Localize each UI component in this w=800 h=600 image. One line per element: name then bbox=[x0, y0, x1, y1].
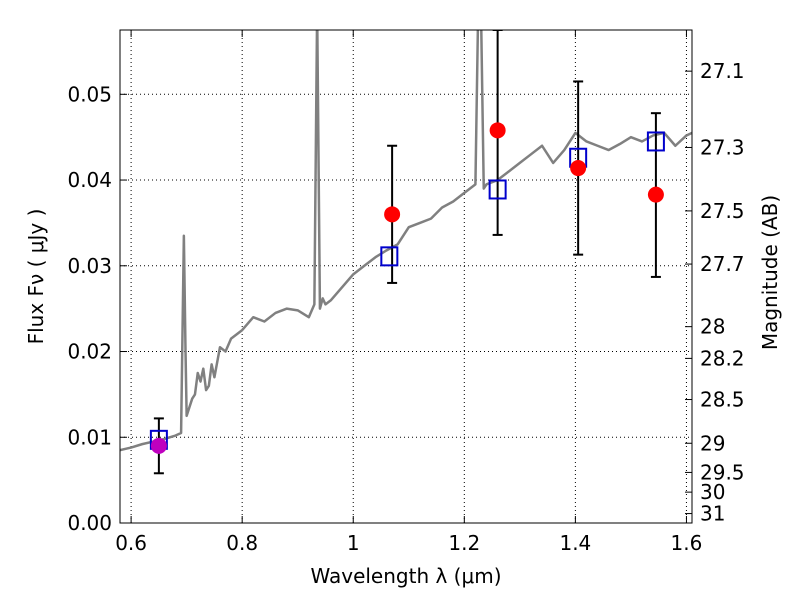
y2-tick-label: 29.5 bbox=[700, 460, 745, 484]
y2-tick-label: 28 bbox=[700, 315, 725, 339]
x-tick-label: 1.2 bbox=[448, 531, 480, 555]
model-photometry-square bbox=[646, 131, 665, 152]
y2-tick-label: 27.7 bbox=[700, 252, 745, 276]
data-point bbox=[150, 437, 167, 454]
y-axis-ticks: 0.00 0.01 0.02 0.03 0.04 0.05 bbox=[67, 82, 127, 535]
x-tick-label: 1.4 bbox=[559, 531, 591, 555]
y-tick-label: 0.02 bbox=[67, 340, 112, 364]
model-photometry-square bbox=[380, 246, 399, 267]
data-point bbox=[647, 186, 664, 203]
y2-axis-label: Magnitude (AB) bbox=[758, 195, 782, 350]
y2-tick-label: 27.5 bbox=[700, 199, 745, 223]
y-tick-label: 0.03 bbox=[67, 254, 112, 278]
y2-tick-label: 28.2 bbox=[700, 346, 745, 370]
spectrum-layer bbox=[120, 30, 692, 452]
y-tick-label: 0.04 bbox=[67, 168, 112, 192]
x-axis-label: Wavelength λ (μm) bbox=[310, 564, 501, 588]
spectrum-line bbox=[120, 30, 692, 452]
y-axis-label: Flux Fν ( μJy ) bbox=[24, 209, 48, 345]
y2-tick-label: 27.1 bbox=[700, 59, 745, 83]
x-axis-ticks: 0.6 0.8 1 1.2 1.4 1.6 bbox=[115, 30, 702, 555]
y2-tick-label: 29 bbox=[700, 431, 725, 455]
y2-tick-label: 30 bbox=[700, 480, 725, 504]
y-tick-label: 0.05 bbox=[67, 82, 112, 106]
points-layer bbox=[149, 30, 665, 475]
y2-tick-label: 31 bbox=[700, 502, 725, 526]
y-tick-label: 0.00 bbox=[67, 511, 112, 535]
x-tick-label: 0.8 bbox=[226, 531, 258, 555]
y-tick-label: 0.01 bbox=[67, 425, 112, 449]
y2-tick-label: 28.5 bbox=[700, 388, 745, 412]
x-tick-label: 1 bbox=[347, 531, 360, 555]
plot-frame bbox=[119, 29, 693, 524]
data-point bbox=[489, 122, 506, 139]
data-point bbox=[570, 160, 587, 177]
x-tick-label: 0.6 bbox=[115, 531, 147, 555]
model-photometry-square bbox=[488, 179, 507, 200]
y2-tick-label: 27.3 bbox=[700, 135, 745, 159]
x-tick-label: 1.6 bbox=[671, 531, 703, 555]
data-point bbox=[384, 206, 401, 223]
